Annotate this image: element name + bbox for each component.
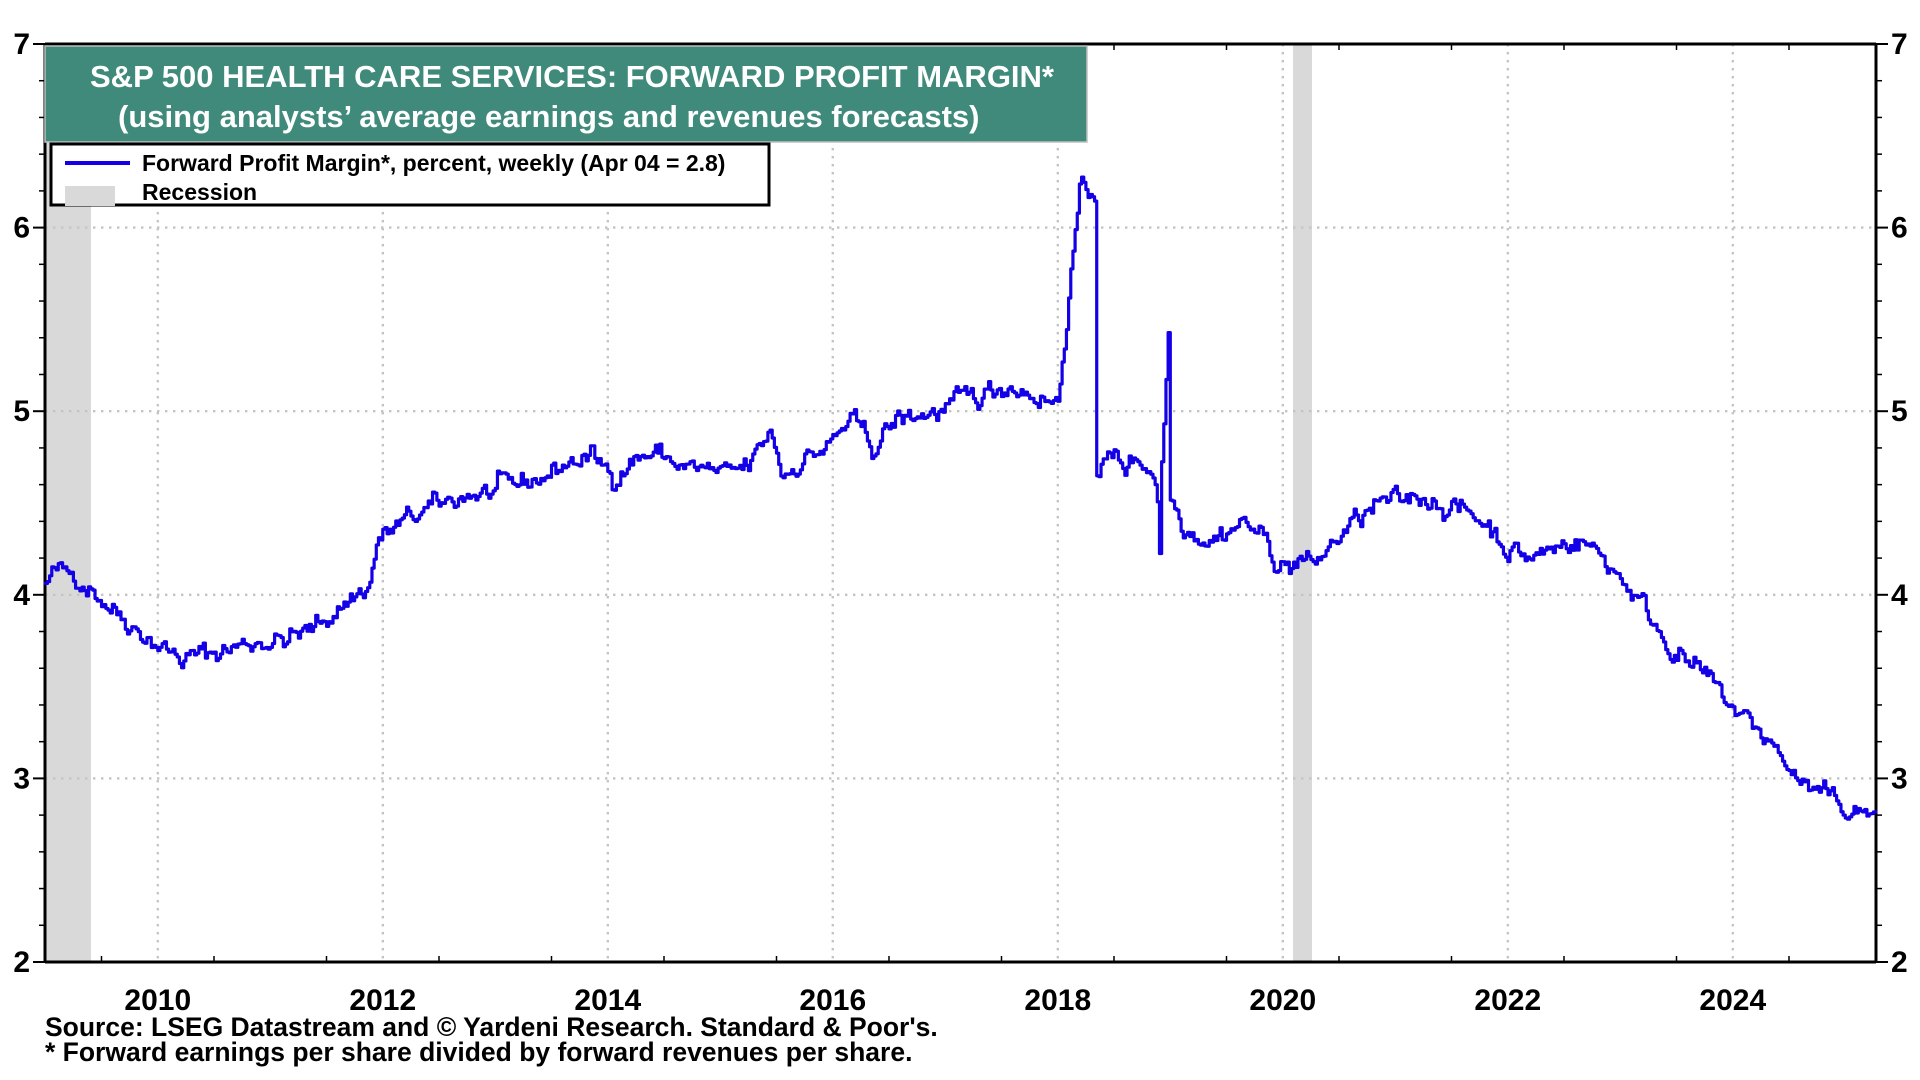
svg-text:2024: 2024 (1699, 984, 1766, 1017)
svg-text:3: 3 (1891, 762, 1908, 795)
svg-text:2018: 2018 (1024, 984, 1091, 1017)
svg-text:6: 6 (1891, 212, 1908, 245)
svg-text:6: 6 (13, 212, 30, 245)
svg-text:5: 5 (13, 395, 30, 428)
svg-text:4: 4 (1891, 579, 1908, 612)
svg-text:(using analysts’ average earni: (using analysts’ average earnings and re… (118, 99, 979, 134)
svg-text:7: 7 (1891, 28, 1908, 61)
svg-text:Recession: Recession (142, 179, 257, 205)
svg-text:2020: 2020 (1249, 984, 1316, 1017)
svg-text:3: 3 (13, 762, 30, 795)
svg-text:7: 7 (13, 28, 30, 61)
svg-text:2: 2 (13, 946, 30, 979)
svg-text:5: 5 (1891, 395, 1908, 428)
svg-text:4: 4 (13, 579, 30, 612)
svg-text:Forward Profit Margin*, percen: Forward Profit Margin*, percent, weekly … (142, 150, 725, 176)
svg-text:2: 2 (1891, 946, 1908, 979)
svg-text:S&P 500 HEALTH CARE SERVICES:: S&P 500 HEALTH CARE SERVICES: FORWARD PR… (90, 59, 1055, 94)
svg-text:2022: 2022 (1474, 984, 1541, 1017)
svg-text:* Forward earnings per share d: * Forward earnings per share divided by … (45, 1037, 912, 1067)
